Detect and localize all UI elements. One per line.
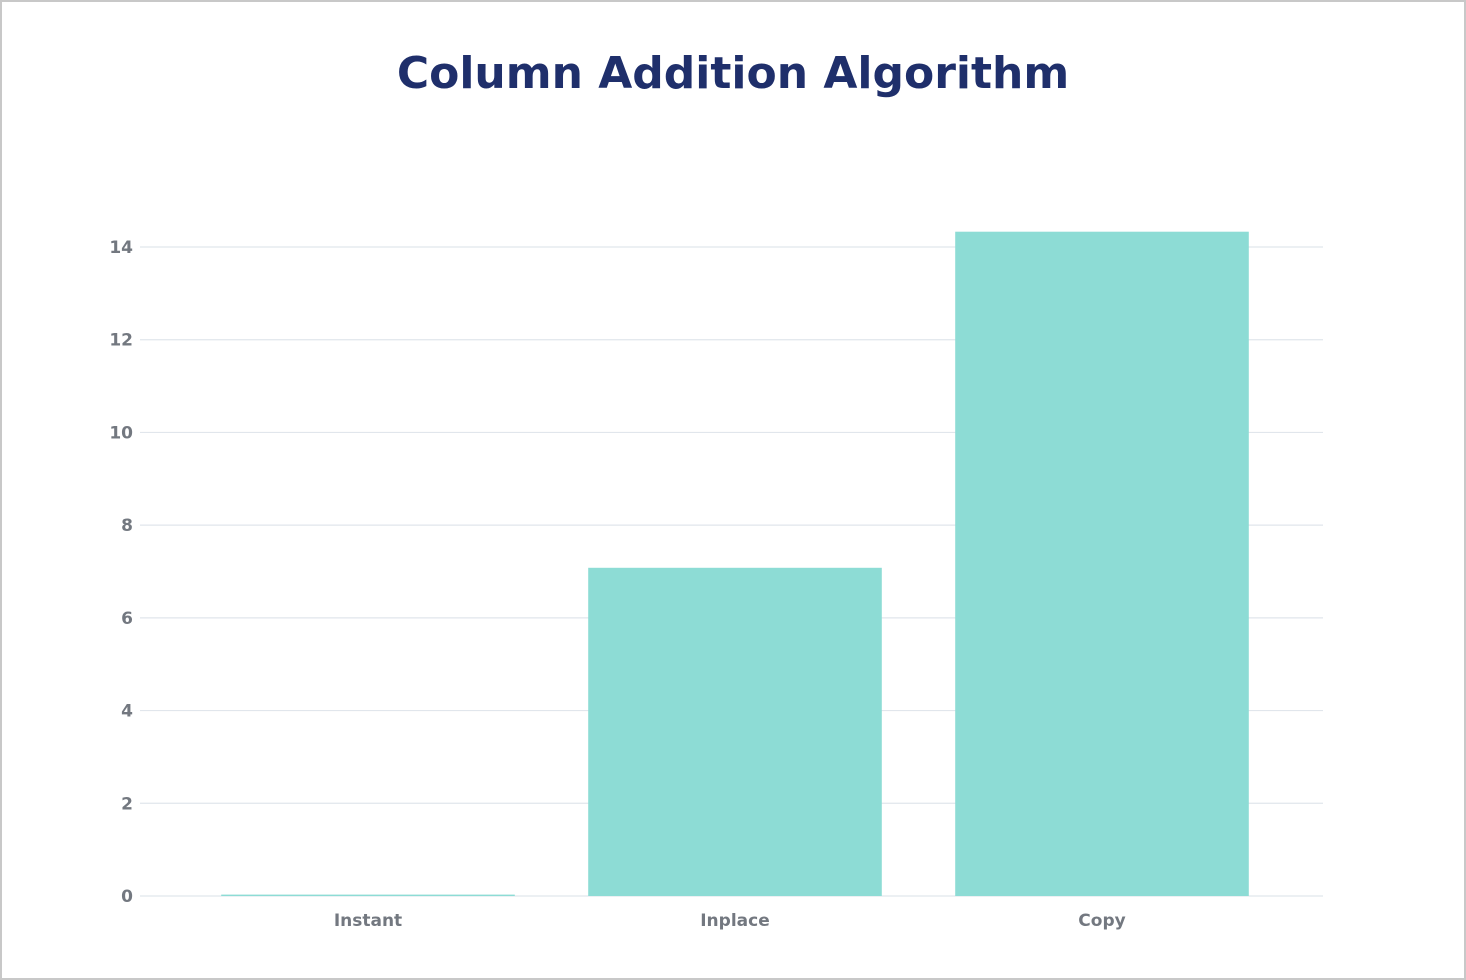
x-tick-label: Inplace (700, 911, 770, 931)
bar (588, 567, 882, 896)
x-tick-label: Copy (1078, 911, 1125, 931)
y-tick-label: 0 (121, 887, 133, 907)
x-tick-label: Instant (334, 911, 402, 931)
bar (221, 894, 515, 896)
y-tick-label: 4 (121, 702, 133, 722)
bar (955, 231, 1249, 896)
y-tick-label: 2 (121, 794, 133, 814)
chart-title: Column Addition Algorithm (397, 48, 1069, 99)
y-tick-label: 6 (121, 609, 133, 629)
y-tick-label: 12 (109, 331, 133, 351)
y-tick-label: 8 (121, 516, 133, 536)
y-tick-label: 14 (109, 238, 133, 258)
y-tick-label: 10 (109, 423, 133, 443)
